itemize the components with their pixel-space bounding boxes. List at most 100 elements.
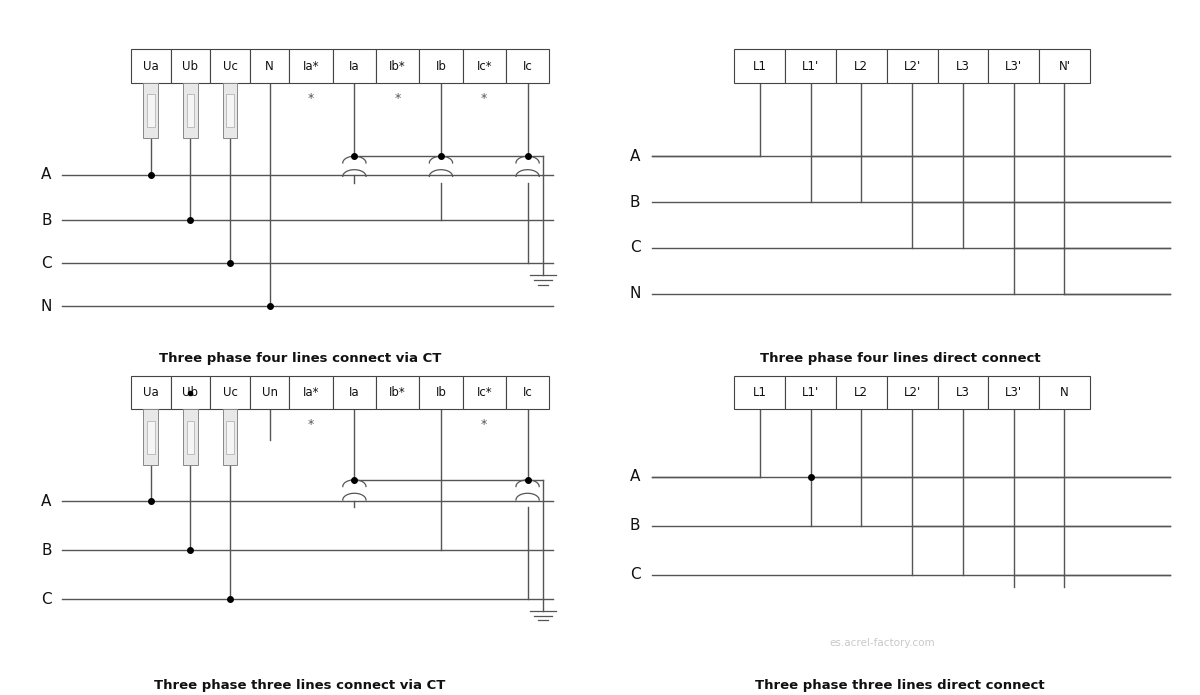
Bar — [148, 94, 155, 127]
Bar — [989, 49, 1039, 83]
Text: L1: L1 — [752, 60, 767, 72]
Bar — [184, 409, 198, 464]
Bar — [210, 49, 250, 83]
Text: N: N — [265, 60, 274, 72]
Text: Ia*: Ia* — [302, 386, 319, 399]
Text: Ib*: Ib* — [389, 60, 406, 72]
Text: Un: Un — [262, 386, 277, 399]
Text: N': N' — [1058, 60, 1070, 72]
Bar — [332, 49, 376, 83]
Text: N: N — [629, 286, 641, 302]
Bar — [250, 376, 289, 409]
Text: L1': L1' — [802, 386, 820, 399]
Text: *: * — [308, 92, 314, 105]
Text: B: B — [630, 195, 641, 210]
Text: A: A — [41, 167, 52, 182]
Text: Three phase four lines connect via CT: Three phase four lines connect via CT — [158, 352, 442, 365]
Text: A: A — [630, 469, 641, 484]
Text: *: * — [308, 418, 314, 432]
Bar — [937, 49, 989, 83]
Bar — [785, 49, 836, 83]
Bar — [463, 376, 506, 409]
Bar — [887, 376, 937, 409]
Text: Ic*: Ic* — [476, 60, 492, 72]
Bar — [332, 376, 376, 409]
Text: A: A — [630, 149, 641, 164]
Text: Ia: Ia — [349, 386, 360, 399]
Bar — [144, 409, 158, 464]
Bar — [223, 409, 238, 464]
Text: Ib: Ib — [436, 386, 446, 399]
Text: Uc: Uc — [223, 386, 238, 399]
Bar — [506, 49, 550, 83]
Bar — [184, 83, 198, 138]
Text: C: C — [41, 256, 52, 271]
Bar — [210, 376, 250, 409]
Text: Ua: Ua — [143, 386, 158, 399]
Text: Ic: Ic — [523, 386, 533, 399]
Text: Three phase three lines connect via CT: Three phase three lines connect via CT — [155, 678, 445, 692]
Text: L2': L2' — [904, 386, 920, 399]
Bar — [148, 420, 155, 454]
Text: Ub: Ub — [182, 60, 198, 72]
Text: L3: L3 — [956, 386, 970, 399]
Text: Three phase four lines direct connect: Three phase four lines direct connect — [760, 352, 1040, 365]
Bar — [223, 83, 238, 138]
Text: es.acrel-factory.com: es.acrel-factory.com — [829, 638, 935, 648]
Text: L1': L1' — [802, 60, 820, 72]
Bar — [419, 49, 463, 83]
Text: C: C — [630, 567, 641, 582]
Text: C: C — [630, 240, 641, 256]
Text: Ic: Ic — [523, 60, 533, 72]
Bar — [144, 83, 158, 138]
Bar — [250, 49, 289, 83]
Bar — [836, 49, 887, 83]
Bar — [170, 49, 210, 83]
Bar — [1039, 376, 1090, 409]
Bar — [376, 376, 419, 409]
Text: Uc: Uc — [223, 60, 238, 72]
Bar — [419, 376, 463, 409]
Bar — [836, 376, 887, 409]
Text: Ia: Ia — [349, 60, 360, 72]
Bar — [289, 49, 332, 83]
Bar — [131, 49, 170, 83]
Text: B: B — [41, 213, 52, 228]
Text: L2': L2' — [904, 60, 920, 72]
Text: Ua: Ua — [143, 60, 158, 72]
Text: B: B — [41, 543, 52, 557]
Text: L3': L3' — [1006, 60, 1022, 72]
Bar — [937, 376, 989, 409]
Text: N: N — [1060, 386, 1069, 399]
Text: *: * — [481, 92, 487, 105]
Bar — [989, 376, 1039, 409]
Bar — [887, 49, 937, 83]
Bar — [376, 49, 419, 83]
Text: L1: L1 — [752, 386, 767, 399]
Text: L2: L2 — [854, 60, 869, 72]
Text: Ic*: Ic* — [476, 386, 492, 399]
Bar — [785, 376, 836, 409]
Bar — [131, 376, 170, 409]
Text: Ib*: Ib* — [389, 386, 406, 399]
Text: Three phase three lines direct connect: Three phase three lines direct connect — [755, 678, 1045, 692]
Text: L3: L3 — [956, 60, 970, 72]
Text: Ib: Ib — [436, 60, 446, 72]
Text: Ub: Ub — [182, 386, 198, 399]
Bar — [289, 376, 332, 409]
Text: B: B — [630, 518, 641, 533]
Bar — [506, 376, 550, 409]
Bar — [170, 376, 210, 409]
Text: A: A — [41, 493, 52, 509]
Text: L3': L3' — [1006, 386, 1022, 399]
Bar — [734, 376, 785, 409]
Text: *: * — [395, 92, 401, 105]
Bar — [187, 94, 194, 127]
Bar — [463, 49, 506, 83]
Text: Ia*: Ia* — [302, 60, 319, 72]
Bar — [1039, 49, 1090, 83]
Bar — [187, 420, 194, 454]
Text: C: C — [41, 591, 52, 607]
Text: *: * — [481, 418, 487, 432]
Bar — [227, 420, 234, 454]
